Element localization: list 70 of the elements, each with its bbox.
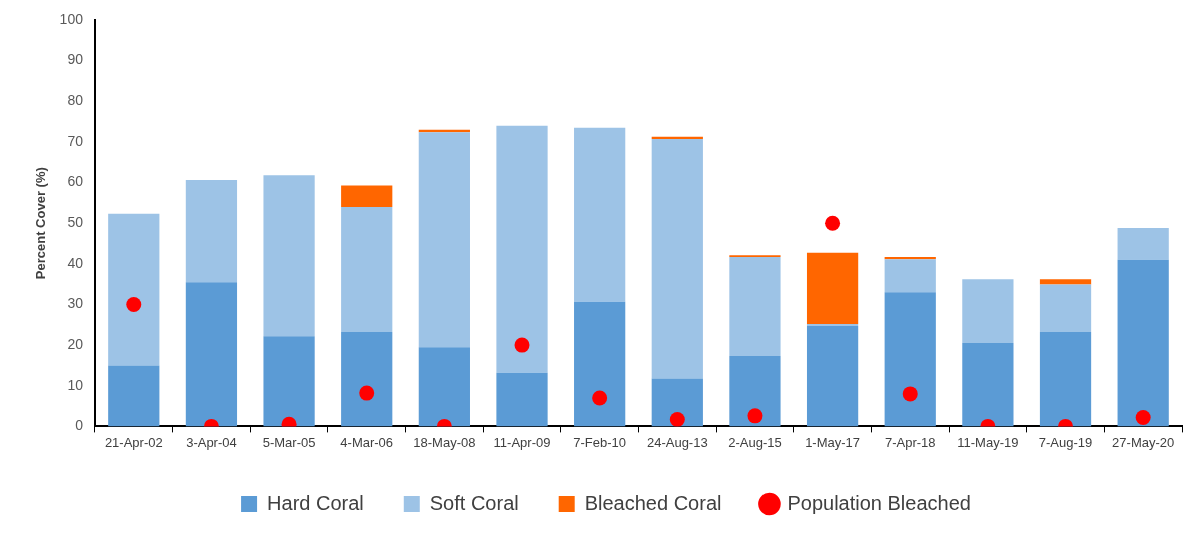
x-tick-label: 11-May-19 [957,434,1019,450]
y-axis-title: Percent Cover (%) [33,167,49,280]
y-tick-label: 30 [67,295,84,312]
x-tick-label: 27-May-20 [1112,434,1175,450]
y-tick-label: 40 [67,254,84,271]
bar [962,279,1014,344]
x-tick-label: 7-Feb-10 [573,434,627,450]
bar [574,127,626,302]
bar [496,125,548,373]
legend-label: Hard Coral [267,491,364,514]
bar [884,259,936,293]
bar [108,213,160,366]
x-tick-label: 3-Apr-04 [186,434,237,450]
bar [496,372,548,427]
y-tick-label: 60 [67,173,84,190]
bar [651,139,703,379]
bar [574,301,626,427]
bar [729,356,781,427]
bar [651,378,703,427]
legend-label: Population Bleached [787,491,971,514]
y-tick-label: 20 [67,335,84,352]
x-tick-label: 5-Mar-05 [262,434,316,450]
x-tick-label: 7-Apr-18 [884,434,936,450]
y-tick-label: 70 [67,132,84,149]
bar [806,252,859,324]
x-tick-label: 18-May-08 [413,434,476,450]
bar [1117,228,1169,260]
point [747,408,763,424]
bar [341,332,393,427]
bar [1117,259,1169,427]
point [902,386,918,402]
x-tick-label: 1-May-17 [805,434,861,450]
x-tick-label: 24-Aug-13 [646,434,708,450]
x-tick-label: 11-Apr-09 [493,434,551,450]
bar [1039,279,1092,285]
legend-label: Bleached Coral [584,491,722,514]
x-tick-label: 2-Aug-15 [728,434,782,450]
point [825,215,841,231]
bar [185,282,238,427]
bar [962,343,1014,427]
bar [1039,284,1092,333]
bar [1039,332,1092,427]
x-tick-label: 4-Mar-06 [340,434,394,450]
bar [418,347,470,427]
bar [263,336,315,427]
bar [263,175,315,337]
y-tick-label: 0 [75,417,84,434]
bar [806,326,859,427]
bar [185,180,238,283]
point [592,390,608,406]
y-tick-label: 90 [67,51,84,68]
bar [806,323,859,327]
y-tick-label: 50 [67,214,84,231]
point [359,385,375,401]
x-tick-label: 7-Aug-19 [1038,434,1093,450]
y-tick-label: 10 [67,376,84,393]
point [514,337,530,353]
y-tick-label: 100 [59,10,84,27]
bar [108,365,160,427]
point [126,296,142,312]
bar [884,292,936,427]
y-tick-label: 80 [67,92,84,109]
point [1135,409,1151,425]
bar [729,256,781,357]
bar [418,132,470,348]
bar [341,185,393,207]
point [669,411,685,427]
x-tick-label: 21-Apr-02 [104,434,163,450]
legend-label: Soft Coral [429,491,519,514]
bar [341,206,393,333]
